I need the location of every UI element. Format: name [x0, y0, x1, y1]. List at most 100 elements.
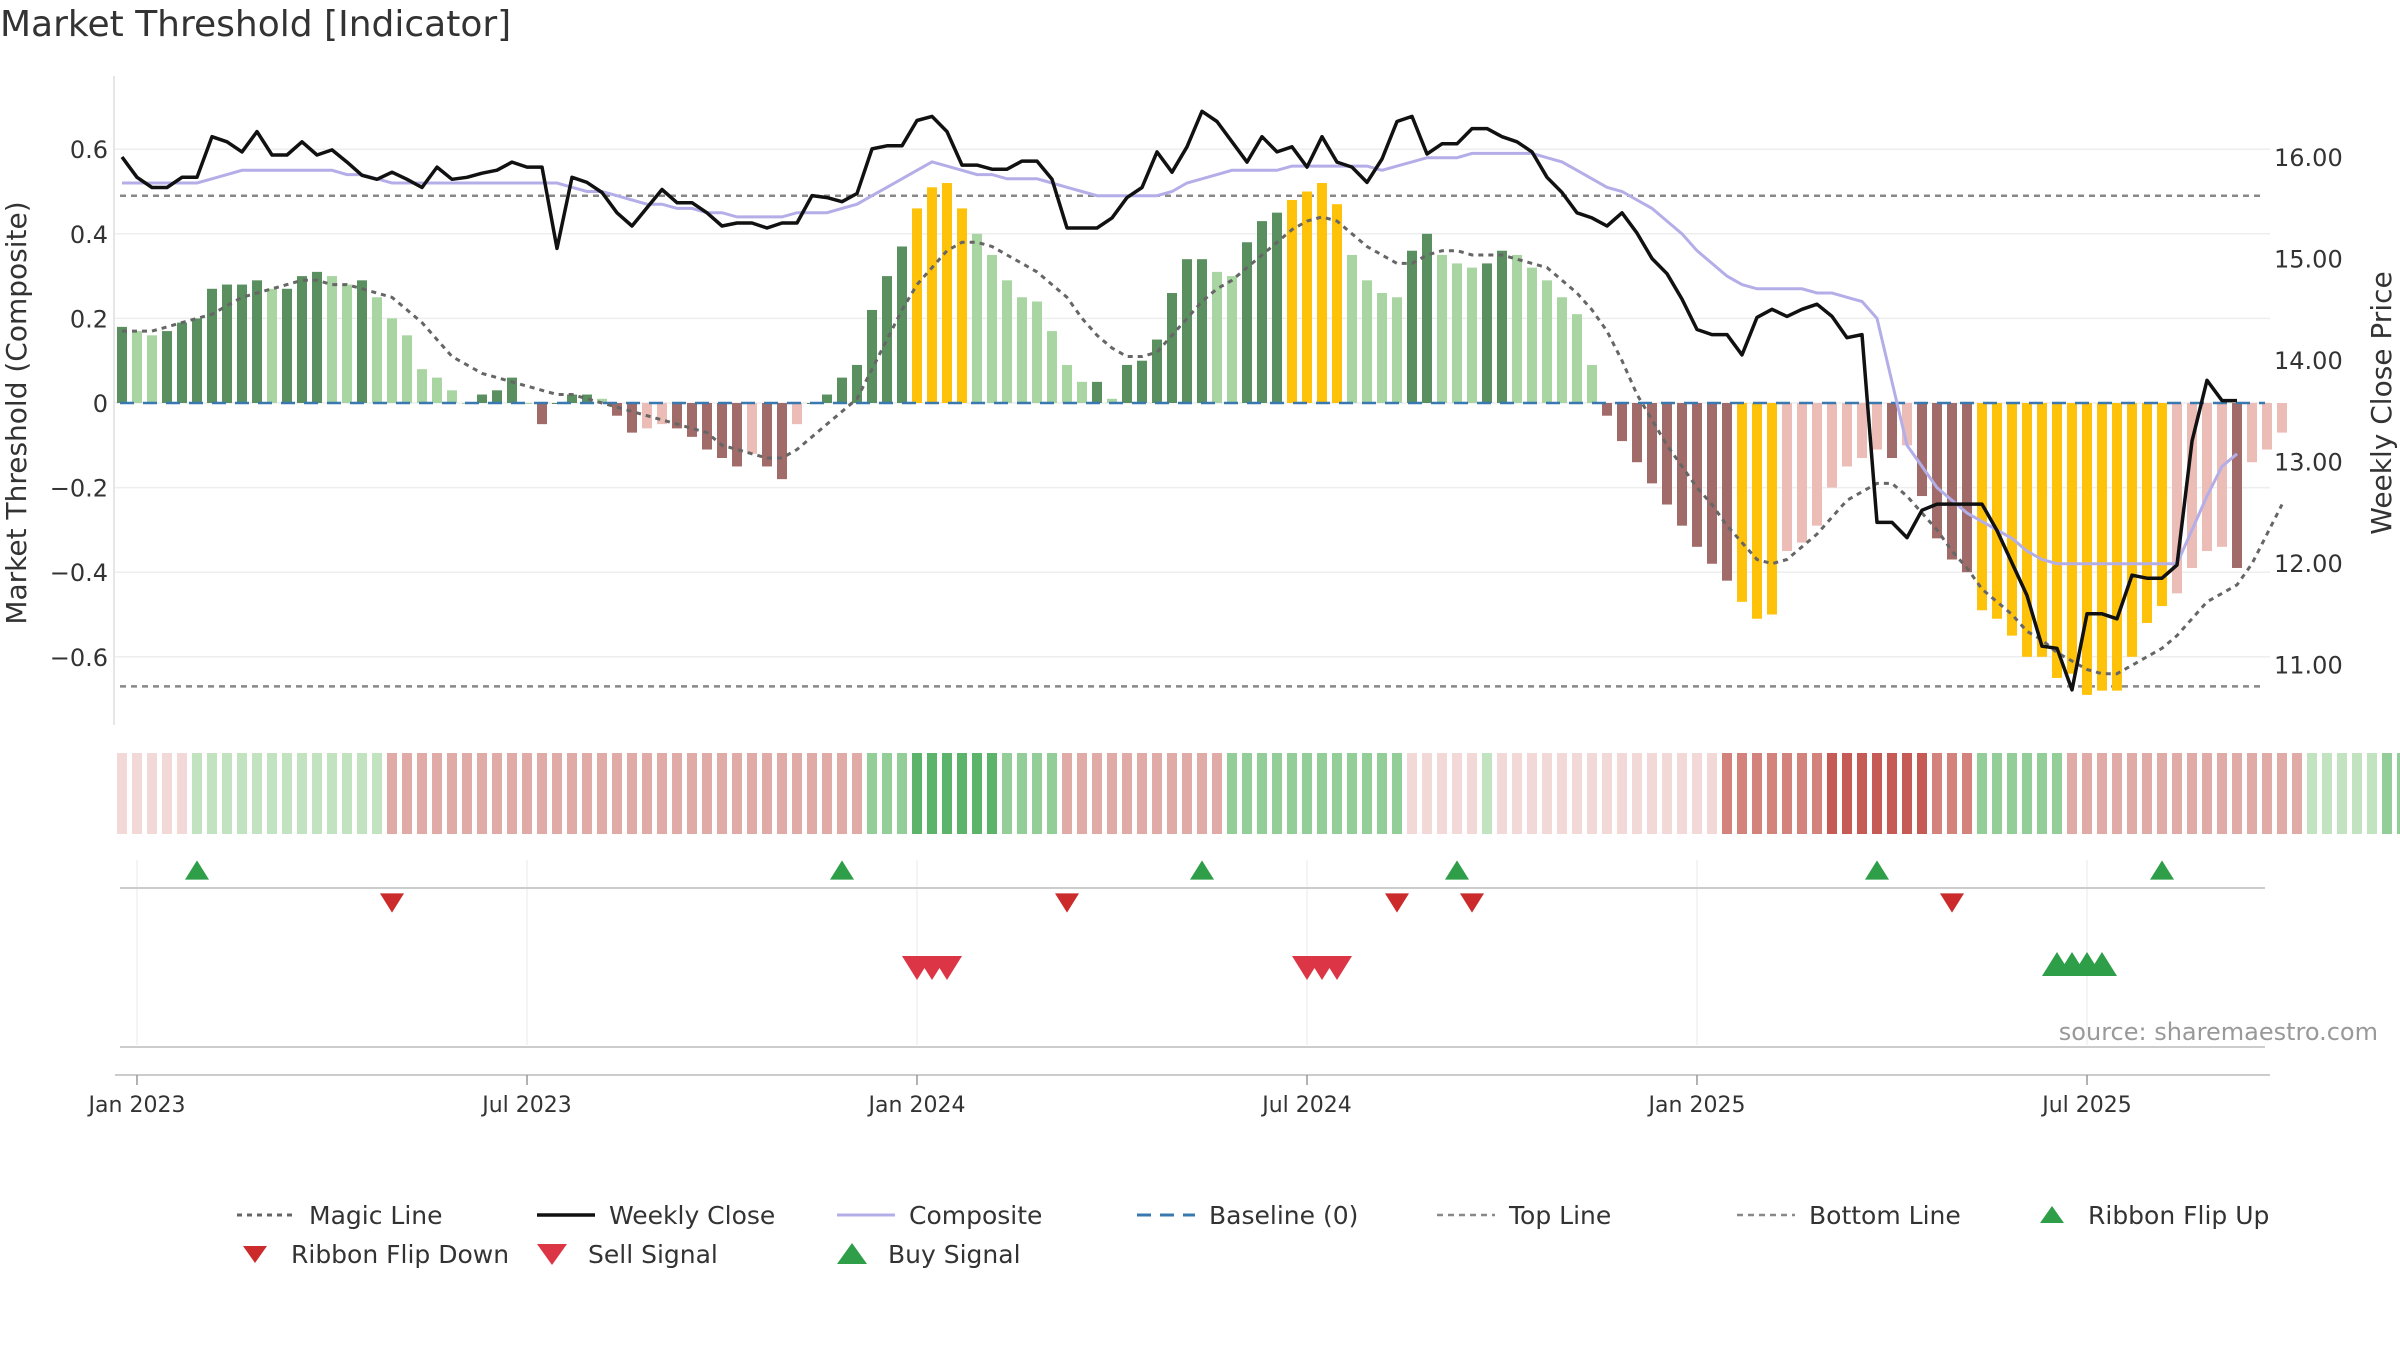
sell-signal-marker	[932, 956, 962, 980]
ribbon-cell	[1527, 753, 1537, 834]
composite-bar	[927, 187, 937, 403]
composite-bar	[222, 284, 232, 403]
ribbon-flip-up-marker	[1865, 860, 1889, 880]
ribbon-cell	[927, 753, 937, 834]
ribbon-cell	[2232, 753, 2242, 834]
ribbon-cell	[2127, 753, 2137, 834]
composite-bar	[657, 403, 667, 425]
ribbon-cell	[1017, 753, 1027, 834]
composite-bar	[1122, 364, 1132, 403]
ribbon-cell	[2067, 753, 2077, 834]
ribbon-cell	[2172, 753, 2182, 834]
y-tick-label-left: 0	[93, 390, 108, 418]
ribbon-cell	[672, 753, 682, 834]
ribbon-cell	[1482, 753, 1492, 834]
ribbon-cell	[1827, 753, 1837, 834]
ribbon-cell	[642, 753, 652, 834]
ribbon-cell	[387, 753, 397, 834]
composite-bar	[2262, 403, 2272, 450]
ribbon-cell	[1542, 753, 1552, 834]
y-tick-label-right: 16.00	[2274, 144, 2343, 172]
ribbon-cell	[1572, 753, 1582, 834]
composite-bar	[147, 335, 157, 403]
composite-bar	[1917, 403, 1927, 497]
legend-label: Bottom Line	[1809, 1201, 1961, 1230]
ribbon-cell	[2112, 753, 2122, 834]
composite-bar	[942, 183, 952, 403]
ribbon-cell	[117, 753, 127, 834]
y-tick-label-left: −0.6	[50, 644, 108, 672]
composite-bar	[1152, 339, 1162, 403]
y-tick-label-left: −0.2	[50, 475, 108, 503]
ribbon-cell	[2082, 753, 2092, 834]
ribbon-cell	[1842, 753, 1852, 834]
series-lines	[120, 109, 2284, 692]
ribbon-flip-up-marker	[1190, 860, 1214, 880]
composite-bar	[1767, 403, 1777, 615]
ribbon-cell	[357, 753, 367, 834]
composite-bar	[1107, 398, 1117, 403]
ribbon-cell	[1677, 753, 1687, 834]
ribbon-cell	[477, 753, 487, 834]
ribbon-cell	[807, 753, 817, 834]
composite-bar	[477, 394, 487, 403]
composite-bar	[162, 331, 172, 403]
ribbon-cell	[1092, 753, 1102, 834]
composite-bar	[822, 394, 832, 403]
legend-swatch	[2040, 1206, 2064, 1223]
ribbon-cell	[1797, 753, 1807, 834]
composite-bars	[117, 183, 2287, 695]
composite-bar	[522, 403, 532, 404]
ribbon-cell	[1857, 753, 1867, 834]
ribbon-cell	[2367, 753, 2377, 834]
composite-bar	[1212, 271, 1222, 403]
ribbon-cell	[1992, 753, 2002, 834]
composite-bar	[1182, 259, 1192, 403]
ribbon-cell	[627, 753, 637, 834]
composite-bar	[1287, 199, 1297, 403]
x-tick-label: Jul 2024	[1260, 1093, 1352, 1118]
ribbon-cell	[312, 753, 322, 834]
composite-bar	[207, 288, 217, 403]
ribbon-cell	[177, 753, 187, 834]
ribbon-cell	[162, 753, 172, 834]
composite-bar	[1902, 403, 1912, 446]
composite-bar	[2187, 403, 2197, 568]
ribbon-cell	[1362, 753, 1372, 834]
composite-bar	[1467, 267, 1477, 403]
ribbon-cell	[237, 753, 247, 834]
composite-bar	[1077, 381, 1087, 403]
composite-bar	[2022, 403, 2032, 657]
composite-bar	[1227, 276, 1237, 403]
ribbon-cell	[2382, 753, 2392, 834]
ribbon-cell	[507, 753, 517, 834]
ribbon-cell	[1602, 753, 1612, 834]
ribbon-cell	[267, 753, 277, 834]
composite-bar	[717, 403, 727, 458]
legend-label: Top Line	[1508, 1201, 1611, 1230]
y-axis-label-right: Weekly Close Price	[2365, 271, 2398, 534]
signal-panels	[120, 860, 2265, 1048]
composite-bar	[2217, 403, 2227, 547]
composite-bar	[1587, 364, 1597, 403]
composite-bar	[2037, 403, 2047, 657]
ribbon-cell	[987, 753, 997, 834]
grid-layer	[115, 148, 2270, 1045]
legend-label: Composite	[909, 1201, 1042, 1230]
ribbon-cell	[1977, 753, 1987, 834]
ribbon-cell	[1182, 753, 1192, 834]
ribbon-cell	[1497, 753, 1507, 834]
composite-bar	[252, 280, 262, 403]
composite-bar	[2172, 403, 2182, 594]
ribbon-cell	[402, 753, 412, 834]
composite-bar	[2157, 403, 2167, 607]
ribbon-cell	[207, 753, 217, 834]
composite-bar	[597, 398, 607, 403]
composite-bar	[2007, 403, 2017, 636]
y-tick-label-right: 11.00	[2274, 652, 2343, 680]
composite-bar	[1332, 204, 1342, 403]
composite-bar	[237, 284, 247, 403]
x-tick-label: Jan 2024	[867, 1093, 966, 1118]
ribbon-cell	[582, 753, 592, 834]
composite-bar	[402, 335, 412, 403]
